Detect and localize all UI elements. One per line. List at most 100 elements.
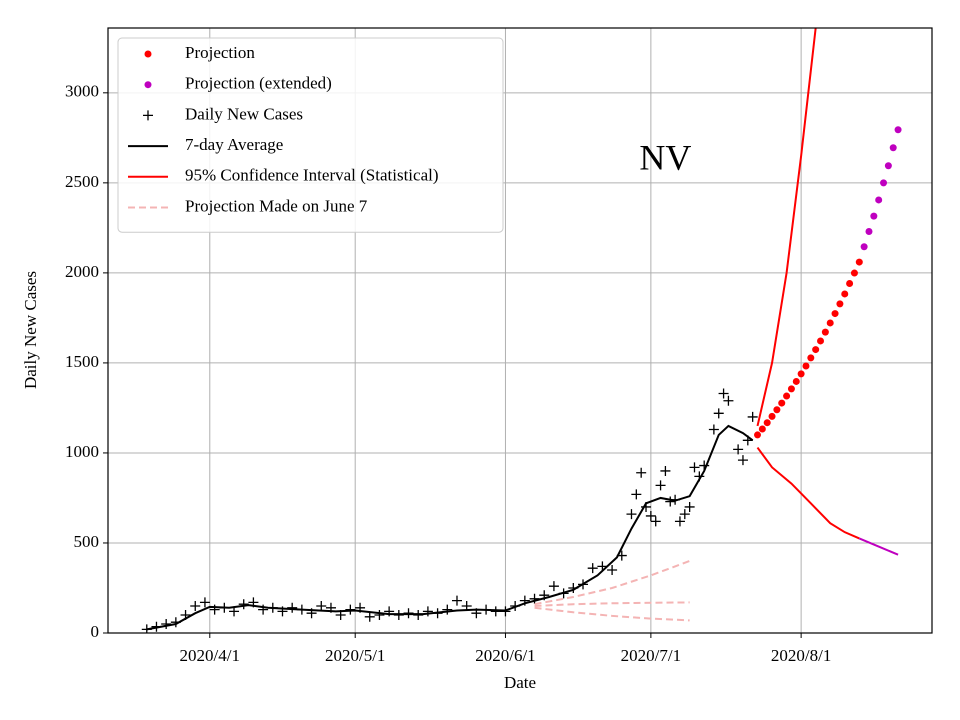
dot-marker — [855, 258, 863, 266]
cross-marker — [723, 395, 734, 406]
dot-marker — [860, 243, 868, 251]
cross-marker — [665, 496, 676, 507]
dot-marker — [821, 328, 829, 336]
cross-marker — [199, 597, 210, 608]
cross-marker — [684, 501, 695, 512]
axes-frame — [107, 27, 933, 634]
y-tick-label: 1500 — [65, 352, 99, 371]
cross-marker — [451, 595, 462, 606]
dot-marker — [836, 300, 844, 308]
legend: Projection Projection (extended) Daily New… — [117, 37, 504, 233]
dot-marker — [754, 431, 762, 439]
legend-box — [117, 37, 504, 233]
x-axis-label: Date — [504, 673, 536, 692]
dot-marker — [850, 269, 858, 277]
series-line — [534, 560, 690, 606]
cross-marker — [529, 593, 540, 604]
legend-label: Projection — [185, 43, 255, 62]
legend-swatch — [143, 110, 153, 121]
x-tick-label: 2020/7/1 — [621, 646, 681, 665]
series-line — [146, 424, 754, 631]
cross-marker — [718, 388, 729, 399]
cross-marker — [650, 516, 661, 527]
dot-marker — [763, 419, 771, 427]
cross-marker — [442, 604, 453, 615]
cross-marker — [548, 581, 559, 592]
series-line — [756, 28, 817, 427]
legend-label: 7-day Average — [185, 135, 283, 154]
axes: 0 500 1000 1500 2000 2500 3000 2020/4/1 2020/5/1… — [65, 82, 831, 665]
cross-marker — [190, 600, 201, 611]
dot-marker — [884, 162, 892, 170]
dot-marker — [889, 144, 897, 152]
cross-marker — [238, 599, 249, 610]
legend-swatch — [144, 50, 152, 58]
dot-marker — [807, 354, 815, 362]
cross-marker — [655, 480, 666, 491]
dot-marker — [870, 212, 878, 220]
dot-marker — [826, 319, 834, 327]
cross-marker — [490, 606, 501, 617]
cross-marker — [364, 611, 375, 622]
dot-marker — [792, 377, 800, 385]
cross-marker — [607, 564, 618, 575]
dot-marker — [778, 399, 786, 407]
y-tick-label: 500 — [74, 532, 100, 551]
dot-marker — [817, 337, 825, 345]
annotation: NV — [639, 138, 691, 178]
y-axis-label: Daily New Cases — [21, 271, 40, 389]
dot-marker — [841, 290, 849, 298]
dot-marker — [768, 412, 776, 420]
plot-area: NV — [141, 28, 902, 633]
dot-marker — [797, 370, 805, 378]
dot-marker — [846, 280, 854, 288]
legend-label: Projection Made on June 7 — [185, 196, 368, 215]
dot-marker — [773, 406, 781, 414]
legend-label: Projection (extended) — [185, 74, 332, 93]
dot-marker — [787, 385, 795, 393]
cross-marker — [374, 609, 385, 620]
cross-marker — [674, 516, 685, 527]
x-tick-label: 2020/5/1 — [325, 646, 385, 665]
y-tick-label: 2000 — [65, 262, 99, 281]
y-tick-label: 3000 — [65, 82, 99, 101]
dot-marker — [802, 362, 810, 370]
cross-marker — [636, 467, 647, 478]
series-line — [756, 446, 860, 540]
cross-marker — [645, 510, 656, 521]
dot-marker — [880, 179, 888, 187]
dot-marker — [812, 346, 820, 354]
cross-marker — [679, 509, 690, 520]
x-tick-label: 2020/8/1 — [771, 646, 831, 665]
cross-marker — [708, 424, 719, 435]
dot-marker — [894, 126, 902, 134]
series-line — [534, 606, 690, 622]
cross-marker — [422, 606, 433, 617]
cross-marker — [626, 509, 637, 520]
dot-marker — [875, 196, 883, 204]
dot-marker — [865, 227, 873, 235]
y-tick-label: 1000 — [65, 442, 99, 461]
legend-swatch — [144, 81, 152, 89]
cross-marker — [737, 455, 748, 466]
cross-marker — [287, 602, 298, 613]
cross-marker — [733, 444, 744, 455]
dot-marker — [758, 425, 766, 433]
series-line — [534, 601, 690, 607]
dot-marker — [831, 310, 839, 318]
cross-marker — [161, 618, 172, 629]
legend-label: 95% Confidence Interval (Statistical) — [185, 166, 439, 185]
x-tick-label: 2020/4/1 — [180, 646, 240, 665]
dot-marker — [783, 392, 791, 400]
series-line — [858, 537, 899, 556]
y-tick-label: 0 — [91, 622, 100, 641]
y-tick-label: 2500 — [65, 172, 99, 191]
cross-marker — [713, 408, 724, 419]
cross-marker — [660, 465, 671, 476]
cross-marker — [631, 489, 642, 500]
cross-marker — [587, 563, 598, 574]
x-tick-label: 2020/6/1 — [475, 646, 535, 665]
cross-marker — [689, 462, 700, 473]
legend-label: Daily New Cases — [185, 104, 303, 123]
